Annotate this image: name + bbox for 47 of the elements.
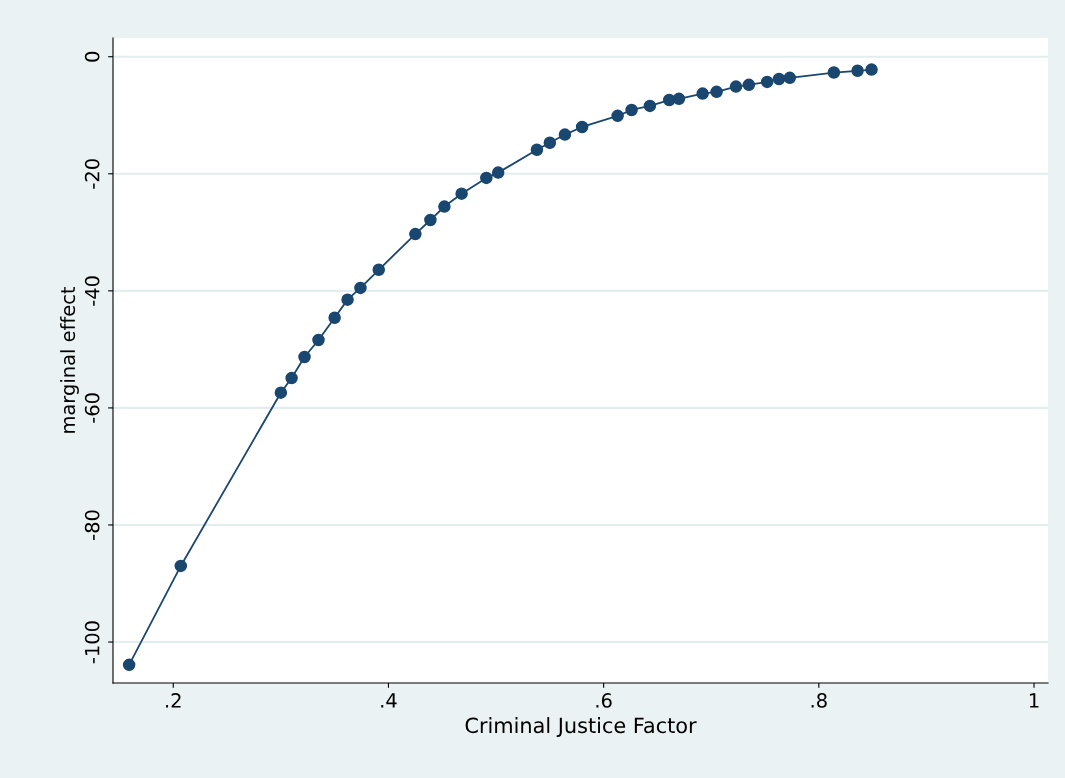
point — [851, 64, 864, 78]
point — [575, 120, 589, 134]
x-tick-label: .8 — [811, 693, 827, 708]
point — [729, 80, 743, 93]
x-tick-label: 1 — [1029, 693, 1039, 708]
point — [122, 658, 136, 672]
point — [643, 99, 657, 113]
point — [438, 200, 451, 213]
point — [625, 103, 638, 117]
point — [341, 293, 354, 306]
point — [424, 213, 437, 227]
point — [772, 72, 786, 86]
point — [480, 171, 493, 185]
point — [372, 263, 386, 277]
y-tick-label: 0 — [84, 51, 100, 62]
x-tick-label: .2 — [166, 693, 181, 708]
point — [354, 281, 367, 295]
x-axis-title: Criminal Justice Factor — [465, 717, 697, 738]
point — [672, 92, 686, 106]
point — [543, 136, 557, 150]
point — [760, 75, 774, 89]
point — [710, 85, 723, 99]
point — [455, 187, 468, 200]
x-tick-label: .4 — [381, 693, 397, 708]
point — [827, 66, 841, 79]
point — [298, 350, 311, 364]
y-tick-label: -20 — [84, 159, 100, 189]
point — [530, 143, 544, 157]
point — [865, 63, 878, 76]
point — [558, 128, 572, 141]
point — [696, 87, 709, 100]
point — [328, 311, 341, 325]
y-tick-label: -80 — [84, 510, 100, 540]
point — [174, 559, 188, 573]
point — [312, 333, 325, 347]
y-tick-label: -60 — [84, 393, 100, 423]
y-tick-label: -40 — [84, 276, 100, 306]
point — [409, 227, 422, 241]
point — [611, 109, 624, 123]
point — [274, 386, 288, 399]
y-tick-label: -100 — [84, 621, 100, 664]
point — [783, 71, 797, 85]
point — [285, 371, 298, 385]
x-tick-label: .6 — [596, 693, 612, 708]
point — [491, 166, 505, 179]
point — [742, 78, 756, 92]
y-axis-title: marginal effect — [60, 286, 79, 433]
